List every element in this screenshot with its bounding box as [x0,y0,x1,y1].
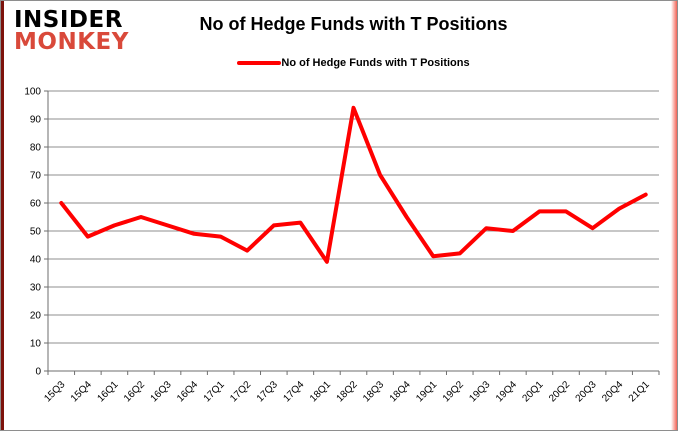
left-edge-stripe [1,1,4,430]
svg-text:15Q4: 15Q4 [69,379,94,404]
svg-text:16Q2: 16Q2 [122,379,147,404]
svg-text:16Q4: 16Q4 [175,379,200,404]
right-edge-glow [671,1,677,430]
svg-text:60: 60 [30,199,42,210]
svg-text:16Q1: 16Q1 [95,379,120,404]
svg-text:18Q2: 18Q2 [335,379,360,404]
legend-label: No of Hedge Funds with T Positions [281,57,470,69]
svg-text:40: 40 [30,255,42,266]
svg-text:17Q3: 17Q3 [255,379,280,404]
svg-text:20Q2: 20Q2 [547,379,572,404]
data-line [59,105,648,264]
legend-line-swatch [237,61,282,65]
svg-text:17Q2: 17Q2 [228,379,253,404]
svg-text:20Q3: 20Q3 [574,379,599,404]
svg-text:80: 80 [30,143,42,154]
insider-monkey-logo: INSIDER MONKEY [14,7,129,55]
svg-text:100: 100 [24,87,41,98]
gridlines [48,90,659,372]
svg-text:19Q2: 19Q2 [441,379,466,404]
svg-text:19Q1: 19Q1 [414,379,439,404]
y-axis-labels: 0 10 20 30 40 50 60 70 80 90 100 [24,87,41,378]
svg-text:90: 90 [30,115,42,126]
svg-text:19Q3: 19Q3 [467,379,492,404]
svg-text:18Q3: 18Q3 [361,379,386,404]
svg-text:19Q4: 19Q4 [494,379,519,404]
svg-text:15Q3: 15Q3 [42,379,67,404]
svg-text:10: 10 [30,339,42,350]
chart-title: No of Hedge Funds with T Positions [199,14,508,34]
logo-line1: INSIDER [14,7,123,33]
svg-text:18Q4: 18Q4 [388,379,413,404]
svg-text:30: 30 [30,283,42,294]
svg-text:0: 0 [35,367,41,378]
svg-text:20Q1: 20Q1 [520,379,545,404]
legend: No of Hedge Funds with T Positions [48,57,659,69]
svg-text:50: 50 [30,227,42,238]
logo-line2: MONKEY [14,28,129,55]
svg-text:17Q4: 17Q4 [281,379,306,404]
axes [44,90,660,375]
svg-text:20: 20 [30,311,42,322]
svg-text:70: 70 [30,171,42,182]
svg-text:21Q1: 21Q1 [627,379,652,404]
svg-text:20Q4: 20Q4 [600,379,625,404]
svg-text:16Q3: 16Q3 [149,379,174,404]
svg-text:17Q1: 17Q1 [202,379,227,404]
x-axis-labels: 15Q3 15Q4 16Q1 16Q2 16Q3 16Q4 17Q1 17Q2 17Q3 17Q4… [42,379,652,404]
svg-text:18Q1: 18Q1 [308,379,333,404]
